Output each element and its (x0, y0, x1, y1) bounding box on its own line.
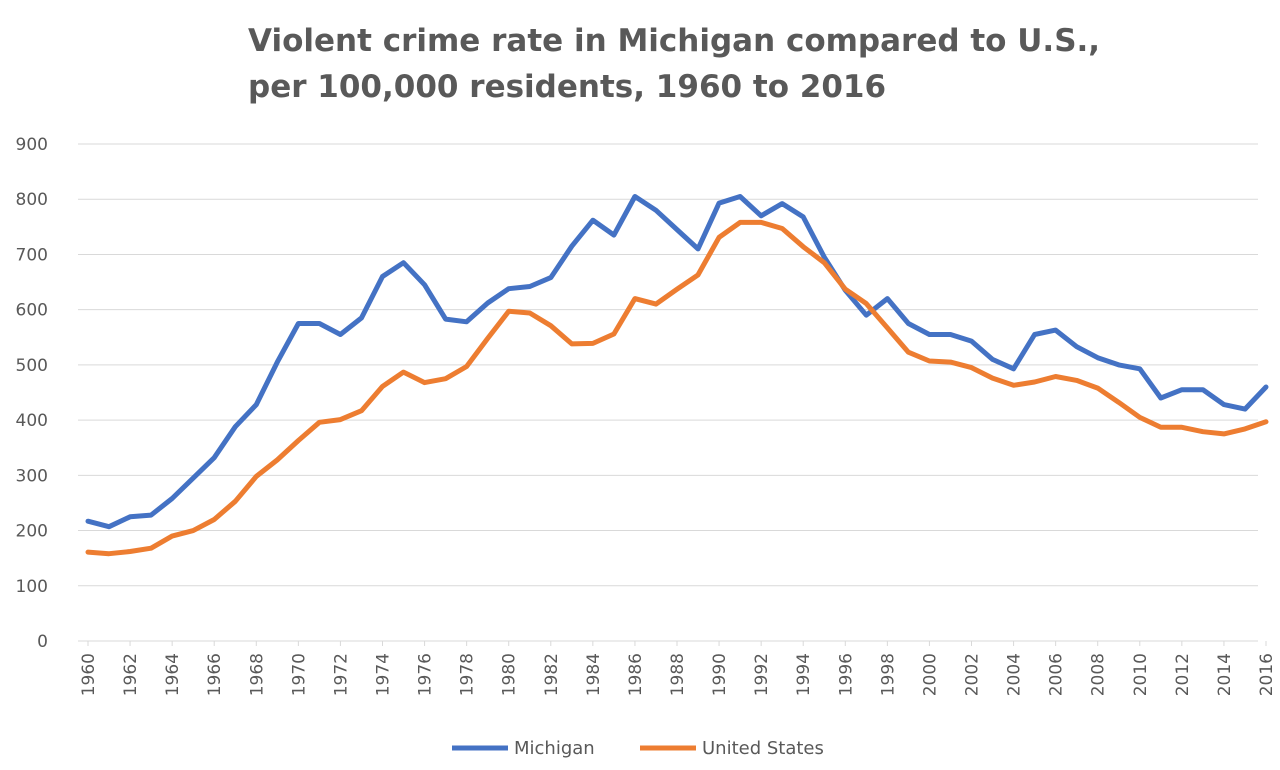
y-tick-label: 300 (16, 466, 48, 486)
chart-title-line-1: Violent crime rate in Michigan compared … (248, 23, 1101, 59)
legend-label: Michigan (514, 738, 595, 759)
x-tick-label: 2016 (1257, 653, 1277, 696)
x-tick-label: 1972 (331, 653, 351, 696)
series-line-united-states (85, 219, 1269, 557)
x-tick-label: 2000 (920, 653, 940, 696)
x-tick-label: 2010 (1131, 653, 1151, 696)
y-tick-label: 0 (37, 632, 48, 652)
series-line-michigan (85, 194, 1269, 530)
legend-label: United States (702, 738, 824, 759)
x-tick-label: 1964 (163, 653, 183, 696)
chart-title-line-2: per 100,000 residents, 1960 to 2016 (248, 69, 887, 105)
x-tick-label: 1968 (247, 653, 267, 696)
x-tick-label: 1990 (710, 653, 730, 696)
y-axis-tick-labels: 0 100 200 300 400 500 600 700 800 900 (16, 135, 48, 652)
x-tick-label: 1988 (668, 653, 688, 696)
x-tick-label: 2014 (1215, 653, 1235, 696)
x-tick-label: 2002 (963, 653, 983, 696)
y-tick-label: 500 (16, 356, 48, 376)
x-tick-label: 1970 (289, 653, 309, 696)
x-tick-label: 1992 (752, 653, 772, 696)
x-tick-label: 1976 (416, 653, 436, 696)
x-tick-label: 2004 (1005, 653, 1025, 696)
x-tick-label: 1982 (542, 653, 562, 696)
x-tick-label: 1984 (584, 653, 604, 696)
chart-title: Violent crime rate in Michigan compared … (248, 18, 1100, 110)
x-tick-label: 1962 (121, 653, 141, 696)
series-lines (85, 194, 1269, 557)
y-tick-label: 400 (16, 411, 48, 431)
y-tick-label: 900 (16, 135, 48, 155)
legend: Michigan United States (452, 738, 824, 759)
y-tick-label: 800 (16, 190, 48, 210)
y-tick-label: 600 (16, 301, 48, 321)
x-tick-label: 1980 (500, 653, 520, 696)
x-tick-label: 1978 (458, 653, 478, 696)
x-tick-label: 1994 (794, 653, 814, 696)
x-tick-label: 1966 (205, 653, 225, 696)
x-tick-label: 1996 (836, 653, 856, 696)
x-tick-label: 2006 (1047, 653, 1067, 696)
x-axis-tick-labels: 1960 1962 1964 1966 1968 1970 1972 1974 1976 1978… (79, 641, 1277, 696)
x-tick-label: 1960 (79, 653, 99, 696)
x-tick-label: 1974 (374, 653, 394, 696)
y-tick-label: 100 (16, 577, 48, 597)
x-tick-label: 1998 (878, 653, 898, 696)
x-tick-label: 1986 (626, 653, 646, 696)
y-tick-label: 200 (16, 522, 48, 542)
x-tick-label: 2008 (1089, 653, 1109, 696)
y-tick-label: 700 (16, 245, 48, 265)
x-tick-label: 2012 (1173, 653, 1193, 696)
